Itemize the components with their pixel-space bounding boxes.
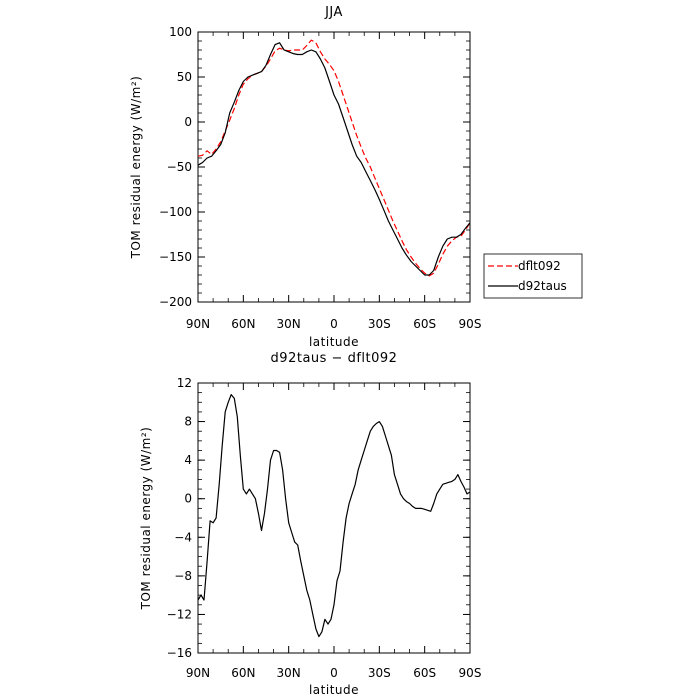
x-tick-label: 30S xyxy=(368,317,391,331)
bottom-y-axis-label: TOM residual energy (W/m²) xyxy=(139,427,153,611)
y-tick-label: −100 xyxy=(159,205,192,219)
bottom-plot-frame xyxy=(197,382,471,654)
y-tick-label: 12 xyxy=(177,376,192,390)
bottom-tick-labels: 90N 60N 30N 0 30S 60S 90S 12 8 4 0 −4 −8 −12 −16 xyxy=(167,376,482,680)
x-tick-label: 60S xyxy=(413,666,436,680)
y-tick-label: 8 xyxy=(184,415,192,429)
y-tick-label: 100 xyxy=(169,25,192,39)
x-tick-label: 90S xyxy=(459,317,482,331)
top-chart-title: JJA xyxy=(324,5,343,20)
y-tick-label: −4 xyxy=(174,530,192,544)
bottom-ticks xyxy=(197,382,471,654)
y-tick-label: 0 xyxy=(184,115,192,129)
x-tick-label: 30S xyxy=(368,666,391,680)
series-line-series-0 xyxy=(197,394,471,638)
legend-box xyxy=(483,253,583,299)
y-tick-label: −12 xyxy=(167,607,192,621)
x-tick-label: 30N xyxy=(277,317,301,331)
top-legend: dflt092 d92taus xyxy=(483,253,583,299)
series-line-d92taus xyxy=(197,42,471,276)
x-tick-label: 90S xyxy=(459,666,482,680)
bottom-panel: d92taus − dflt092 90N 60N 30N 0 30S 60S 90S 12 8… xyxy=(139,351,481,697)
bottom-x-axis-label: latitude xyxy=(309,683,359,697)
y-tick-label: 4 xyxy=(184,453,192,467)
top-x-axis-label: latitude xyxy=(309,335,359,349)
top-series-lines xyxy=(197,39,471,277)
y-tick-label: 0 xyxy=(184,492,192,506)
top-tick-labels: 90N 60N 30N 0 30S 60S 90S 100 50 0 −50 −100 −150 −200 xyxy=(159,25,481,331)
y-tick-label: 50 xyxy=(177,70,192,84)
y-tick-label: −16 xyxy=(167,646,192,660)
x-tick-label: 0 xyxy=(330,317,338,331)
x-tick-label: 60N xyxy=(231,666,255,680)
x-tick-label: 60S xyxy=(413,317,436,331)
x-tick-label: 60N xyxy=(231,317,255,331)
y-tick-label: −50 xyxy=(167,160,192,174)
x-tick-label: 90N xyxy=(186,666,210,680)
legend-label-dflt092: dflt092 xyxy=(518,259,561,273)
bottom-series-lines xyxy=(197,394,471,638)
x-tick-label: 0 xyxy=(330,666,338,680)
top-panel: JJA 90N 60N 30N 0 30S 60S 90S 100 50 0 −50 −100 −150… xyxy=(129,5,583,349)
y-tick-label: −8 xyxy=(174,569,192,583)
bottom-chart-title: d92taus − dflt092 xyxy=(271,351,398,366)
top-y-axis-label: TOM residual energy (W/m²) xyxy=(129,76,143,260)
series-line-dflt092 xyxy=(197,39,471,277)
top-plot-frame xyxy=(197,31,471,303)
x-tick-label: 30N xyxy=(277,666,301,680)
x-tick-label: 90N xyxy=(186,317,210,331)
y-tick-label: −150 xyxy=(159,250,192,264)
y-tick-label: −200 xyxy=(159,295,192,309)
top-ticks xyxy=(197,31,471,303)
legend-label-d92taus: d92taus xyxy=(518,279,567,293)
